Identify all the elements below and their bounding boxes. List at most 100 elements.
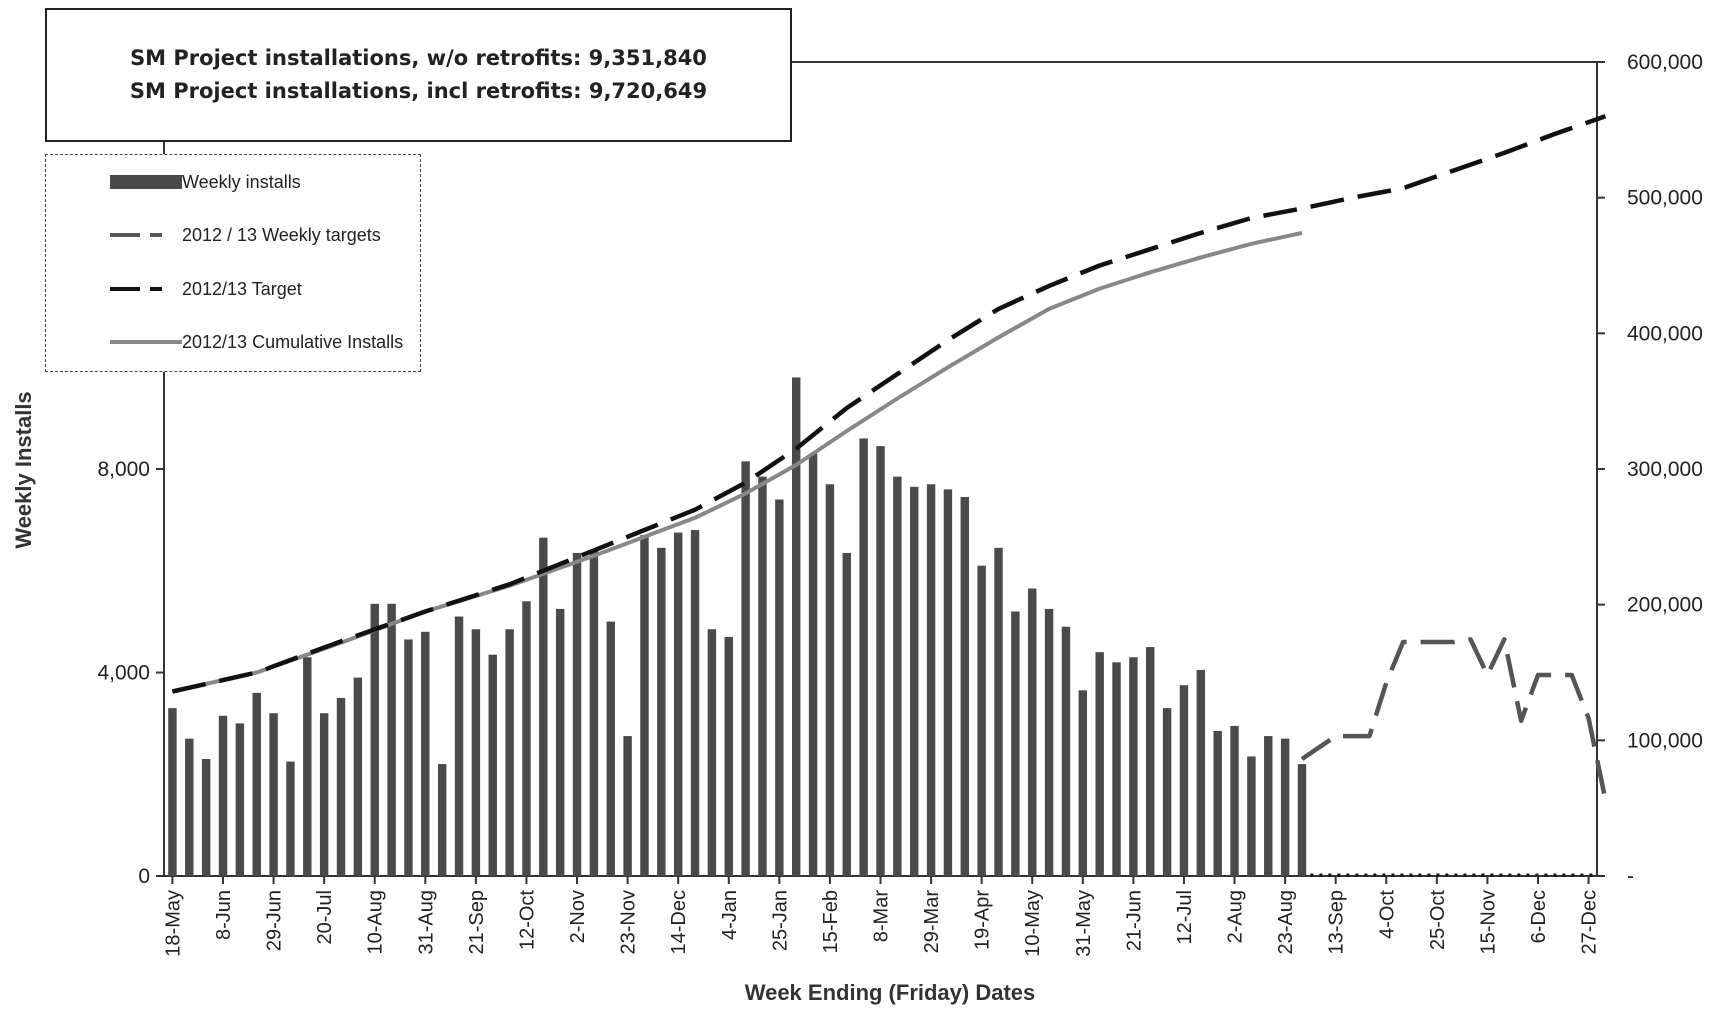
x-tick-label: 2-Nov	[567, 890, 589, 943]
summary-line-without-retrofits: SM Project installations, w/o retrofits:…	[130, 46, 707, 70]
x-tick-label: 2-Aug	[1225, 890, 1247, 943]
weekly-installs-bar	[454, 616, 464, 876]
right-y-tick-label: 600,000	[1627, 51, 1703, 74]
x-tick-label: 10-May	[1022, 890, 1044, 957]
legend-label-weekly-installs: Weekly installs	[182, 171, 301, 192]
weekly-installs-bar	[758, 476, 767, 876]
weekly-installs-bar	[657, 547, 666, 876]
weekly-installs-bar	[1162, 708, 1172, 876]
cumulative-installs-line	[171, 230, 1303, 694]
weekly-installs-bar	[623, 736, 632, 876]
x-tick-label: 21-Sep	[466, 890, 488, 955]
weekly-installs-bar	[539, 537, 548, 876]
x-tick-label: 12-Jul	[1174, 890, 1196, 944]
weekly-installs-bar	[741, 461, 750, 876]
weekly-installs-bar	[1297, 764, 1307, 876]
legend-item-weekly-targets: 2012 / 13 Weekly targets	[46, 220, 420, 250]
legend-item-target: 2012/13 Target	[46, 274, 420, 304]
legend-item-cumulative: 2012/13 Cumulative Installs	[46, 327, 420, 357]
weekly-installs-bar	[910, 486, 919, 876]
weekly-installs-bar	[724, 636, 733, 876]
x-tick-label: 20-Jul	[314, 890, 336, 944]
left-y-tick-label: 8,000	[97, 458, 150, 481]
weekly-installs-bar	[471, 629, 481, 876]
weekly-installs-bar	[421, 631, 430, 876]
legend-label-weekly-targets: 2012 / 13 Weekly targets	[182, 224, 381, 245]
weekly-installs-bar	[286, 761, 295, 876]
weekly-installs-bar	[319, 713, 329, 876]
weekly-installs-bar	[555, 608, 565, 876]
weekly-installs-bar	[404, 639, 413, 876]
weekly-installs-bar	[943, 489, 953, 876]
legend-item-weekly-installs: Weekly installs	[46, 167, 420, 197]
weekly-installs-bar	[252, 692, 261, 876]
legend-swatch-cumulative	[110, 340, 182, 344]
weekly-installs-bar	[876, 446, 885, 876]
weekly-installs-bar	[370, 603, 379, 876]
weekly-installs-bar	[1129, 657, 1138, 876]
x-tick-label: 10-Aug	[365, 890, 387, 955]
x-tick-label: 29-Jun	[264, 890, 286, 951]
installations-summary-box: SM Project installations, w/o retrofits:…	[45, 8, 792, 142]
right-y-tick-label: 200,000	[1627, 594, 1703, 617]
legend-label-target: 2012/13 Target	[182, 278, 302, 299]
summary-line-with-retrofits: SM Project installations, incl retrofits…	[129, 79, 708, 103]
weekly-installs-bar	[808, 453, 818, 876]
weekly-installs-bar	[1112, 662, 1121, 876]
weekly-installs-bar	[1264, 736, 1273, 876]
weekly-installs-bar	[1196, 669, 1206, 876]
weekly-installs-bar	[235, 723, 245, 876]
weekly-installs-bar	[825, 484, 835, 876]
weekly-installs-bar	[572, 552, 582, 876]
x-tick-label: 29-Mar	[921, 890, 943, 954]
weekly-installs-bar	[994, 547, 1003, 876]
weekly-installs-bar	[606, 621, 615, 876]
x-tick-label: 23-Nov	[618, 890, 640, 954]
left-y-tick-label: 0	[138, 865, 150, 888]
right-y-tick-label: 100,000	[1627, 729, 1703, 752]
x-axis-title: Week Ending (Friday) Dates	[745, 980, 1036, 1005]
weekly-installs-bar	[1061, 626, 1071, 876]
weekly-installs-bar	[168, 708, 177, 876]
x-tick-label: 18-May	[162, 890, 184, 957]
weekly-installs-bar	[1247, 756, 1256, 876]
x-tick-label: 15-Nov	[1477, 890, 1499, 954]
weekly-installs-bar	[1230, 725, 1239, 876]
weekly-installs-bar	[960, 496, 970, 876]
weekly-installs-bar	[1213, 731, 1222, 876]
x-tick-label: 4-Jan	[719, 890, 741, 940]
weekly-installs-bar	[185, 738, 194, 876]
weekly-installs-bar	[1280, 738, 1290, 876]
x-tick-label: 23-Aug	[1275, 890, 1297, 955]
right-y-tick-label: 300,000	[1627, 458, 1703, 481]
weekly-installs-bar	[893, 476, 902, 876]
weekly-installs-bar	[1095, 652, 1104, 876]
x-tick-label: 31-Aug	[415, 890, 437, 955]
right-y-tick-label: 400,000	[1627, 322, 1703, 345]
x-tick-label: 31-May	[1073, 890, 1095, 957]
weekly-installs-bar	[269, 713, 278, 876]
weekly-installs-bar	[640, 535, 649, 876]
weekly-installs-bar	[1044, 608, 1054, 876]
y-axis-title: Weekly Installs	[11, 391, 36, 548]
weekly-targets-dashed-line	[1300, 637, 1608, 801]
weekly-installs-bar	[690, 530, 700, 876]
weekly-installs-bar	[1179, 685, 1189, 876]
weekly-installs-bar	[387, 603, 396, 876]
weekly-installs-bar	[488, 654, 497, 876]
x-tick-label: 8-Jun	[213, 890, 235, 940]
x-tick-label: 15-Feb	[820, 890, 842, 953]
x-tick-label: 14-Dec	[668, 890, 690, 954]
legend-label-cumulative: 2012/13 Cumulative Installs	[182, 331, 404, 352]
left-y-tick-label: 4,000	[97, 662, 150, 685]
weekly-installs-bar	[303, 657, 312, 876]
target-dashed-line	[171, 114, 1607, 694]
legend-swatch-target	[110, 287, 162, 291]
x-tick-label: 4-Oct	[1376, 890, 1398, 939]
weekly-installs-bar	[437, 764, 447, 876]
weekly-installs-bar	[505, 629, 514, 876]
x-tick-label: 8-Mar	[871, 890, 893, 943]
weekly-installs-bar	[977, 565, 986, 876]
weekly-installs-bar	[218, 715, 228, 876]
